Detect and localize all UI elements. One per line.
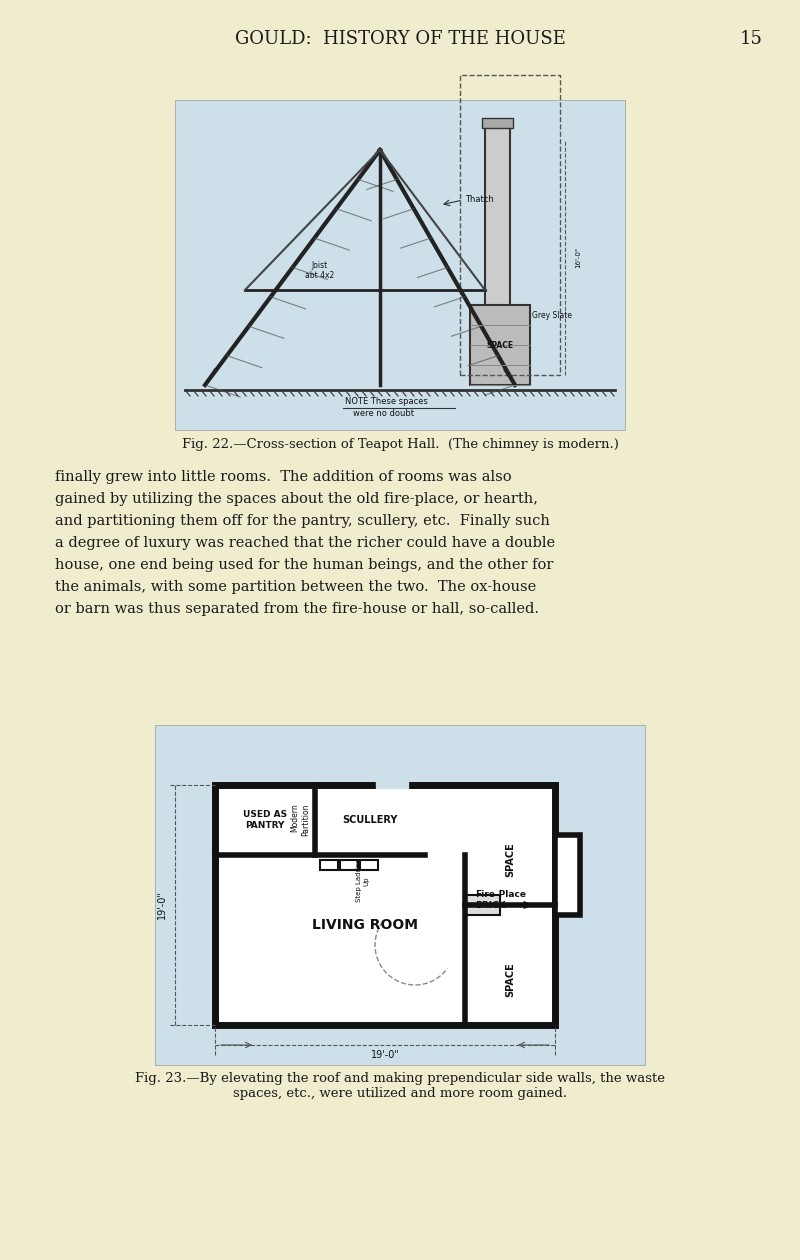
Text: 19'-0": 19'-0" — [157, 891, 167, 920]
Text: house, one end being used for the human beings, and the other for: house, one end being used for the human … — [55, 558, 554, 572]
Text: and partitioning them off for the pantry, scullery, etc.  Finally such: and partitioning them off for the pantry… — [55, 514, 550, 528]
Text: 19'-0": 19'-0" — [370, 1050, 399, 1060]
Text: LIVING ROOM: LIVING ROOM — [312, 919, 418, 932]
Bar — [465, 895, 500, 915]
Text: the animals, with some partition between the two.  The ox-house: the animals, with some partition between… — [55, 580, 536, 593]
Text: Fire-Place
BRICK: Fire-Place BRICK — [475, 891, 526, 910]
Text: Modern
Partition: Modern Partition — [290, 804, 310, 837]
Bar — [470, 305, 530, 386]
Text: were no doubt: were no doubt — [353, 410, 414, 418]
Text: finally grew into little rooms.  The addition of rooms was also: finally grew into little rooms. The addi… — [55, 470, 512, 484]
Text: GOULD:  HISTORY OF THE HOUSE: GOULD: HISTORY OF THE HOUSE — [234, 30, 566, 48]
Text: a degree of luxury was reached that the richer could have a double: a degree of luxury was reached that the … — [55, 536, 555, 551]
Bar — [482, 118, 513, 129]
Bar — [155, 724, 645, 1065]
Bar — [485, 120, 510, 370]
Text: USED AS
PANTRY: USED AS PANTRY — [243, 810, 287, 829]
Text: Fig. 22.—Cross-section of Teapot Hall.  (The chimney is modern.): Fig. 22.—Cross-section of Teapot Hall. (… — [182, 438, 618, 451]
Text: gained by utilizing the spaces about the old fire-place, or hearth,: gained by utilizing the spaces about the… — [55, 491, 538, 507]
Text: Thatch: Thatch — [465, 195, 494, 204]
Text: SPACE: SPACE — [505, 843, 515, 877]
Bar — [340, 861, 358, 869]
Bar — [175, 100, 625, 430]
Bar — [460, 76, 560, 375]
Text: SCULLERY: SCULLERY — [342, 815, 398, 825]
Text: Step Ladder
Up: Step Ladder Up — [357, 861, 370, 902]
Text: or barn was thus separated from the fire-house or hall, so-called.: or barn was thus separated from the fire… — [55, 602, 539, 616]
Text: SPACE: SPACE — [486, 340, 514, 349]
Bar — [360, 861, 378, 869]
Text: SPACE: SPACE — [505, 963, 515, 998]
Bar — [555, 835, 580, 915]
Text: Joist
abt 4x2: Joist abt 4x2 — [306, 261, 334, 280]
Bar — [215, 785, 555, 1024]
Bar — [320, 861, 338, 869]
Text: NOTE These spaces: NOTE These spaces — [345, 397, 428, 407]
Text: 16'-0": 16'-0" — [575, 247, 581, 268]
Text: Grey Slate: Grey Slate — [532, 310, 572, 320]
Text: Fig. 23.—By elevating the roof and making prependicular side walls, the waste
sp: Fig. 23.—By elevating the roof and makin… — [135, 1072, 665, 1100]
Text: 15: 15 — [740, 30, 763, 48]
